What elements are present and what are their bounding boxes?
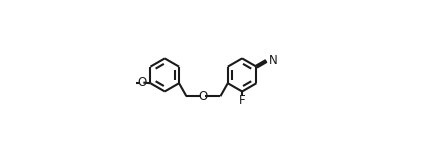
Text: O: O [199, 90, 208, 103]
Text: O: O [137, 76, 146, 89]
Text: F: F [239, 94, 245, 107]
Text: N: N [269, 54, 278, 67]
